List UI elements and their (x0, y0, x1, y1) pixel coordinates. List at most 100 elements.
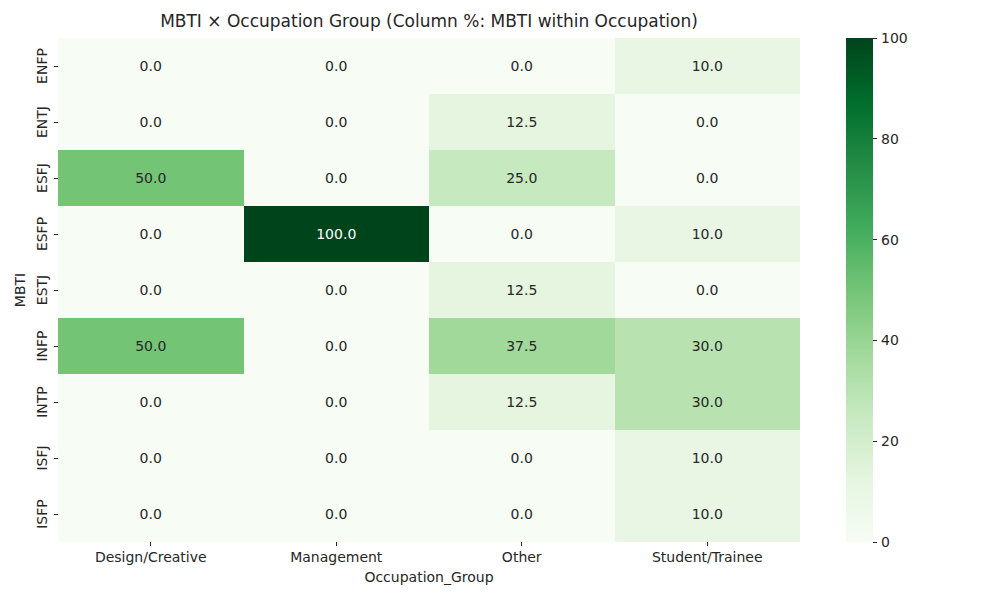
cell-value: 100.0 (316, 226, 356, 242)
heatmap-cell: 10.0 (615, 430, 801, 486)
y-tick-mark (54, 66, 58, 67)
chart-title: MBTI × Occupation Group (Column %: MBTI … (58, 11, 800, 31)
y-tick-mark (54, 514, 58, 515)
y-tick-mark (54, 402, 58, 403)
heatmap-cell: 10.0 (615, 206, 801, 262)
heatmap-cell: 10.0 (615, 38, 801, 94)
heatmap-cell: 25.0 (429, 150, 615, 206)
colorbar-tick-label: 100 (881, 30, 908, 46)
cell-value: 30.0 (692, 338, 723, 354)
colorbar-tick-label: 0 (881, 534, 890, 550)
cell-value: 10.0 (692, 226, 723, 242)
heatmap-cell: 0.0 (58, 430, 244, 486)
x-tick-mark (707, 542, 708, 546)
y-tick-label: ESFP (34, 217, 50, 251)
cell-value: 0.0 (325, 338, 347, 354)
cell-value: 50.0 (135, 338, 166, 354)
cell-value: 10.0 (692, 506, 723, 522)
y-tick-mark (54, 458, 58, 459)
heatmap-cell: 30.0 (615, 374, 801, 430)
y-tick-label: INFP (34, 330, 50, 361)
colorbar-tick-mark (873, 138, 877, 139)
heatmap-cell: 50.0 (58, 318, 244, 374)
cell-value: 0.0 (325, 170, 347, 186)
colorbar-tick-label: 80 (881, 131, 899, 147)
colorbar-tick-mark (873, 542, 877, 543)
x-tick-mark (150, 542, 151, 546)
y-tick-label: ISFP (34, 499, 50, 529)
heatmap-cell: 0.0 (615, 262, 801, 318)
heatmap-cell: 0.0 (244, 486, 430, 542)
cell-value: 10.0 (692, 58, 723, 74)
cell-value: 0.0 (511, 450, 533, 466)
cell-value: 12.5 (506, 114, 537, 130)
heatmap-cell: 0.0 (58, 262, 244, 318)
heatmap-cell: 37.5 (429, 318, 615, 374)
heatmap-cell: 0.0 (429, 486, 615, 542)
cell-value: 0.0 (140, 450, 162, 466)
heatmap-cell: 0.0 (615, 94, 801, 150)
heatmap-cell: 100.0 (244, 206, 430, 262)
x-axis-title: Occupation_Group (58, 569, 800, 585)
heatmap-cell: 0.0 (429, 38, 615, 94)
cell-value: 0.0 (696, 282, 718, 298)
y-tick-mark (54, 234, 58, 235)
cell-value: 50.0 (135, 170, 166, 186)
y-tick-label: ISFJ (34, 445, 50, 470)
heatmap-cell: 12.5 (429, 374, 615, 430)
cell-value: 0.0 (325, 58, 347, 74)
heatmap-cell: 0.0 (244, 94, 430, 150)
x-tick-mark (336, 542, 337, 546)
x-tick-mark (521, 542, 522, 546)
colorbar-tick-mark (873, 340, 877, 341)
y-tick-label: ENFP (34, 48, 50, 84)
cell-value: 25.0 (506, 170, 537, 186)
heatmap-cell: 10.0 (615, 486, 801, 542)
heatmap-cell: 50.0 (58, 150, 244, 206)
cell-value: 0.0 (511, 58, 533, 74)
heatmap-cell: 0.0 (58, 94, 244, 150)
colorbar-tick-label: 40 (881, 332, 899, 348)
y-tick-label: ESTJ (34, 275, 50, 305)
cell-value: 0.0 (140, 114, 162, 130)
colorbar-tick-mark (873, 441, 877, 442)
heatmap-cell: 0.0 (244, 150, 430, 206)
y-tick-mark (54, 346, 58, 347)
heatmap-figure: MBTI × Occupation Group (Column %: MBTI … (0, 0, 1000, 600)
y-tick-mark (54, 178, 58, 179)
cell-value: 0.0 (140, 58, 162, 74)
heatmap-cell: 12.5 (429, 262, 615, 318)
cell-value: 0.0 (325, 394, 347, 410)
cell-value: 12.5 (506, 394, 537, 410)
heatmap-cell: 0.0 (615, 150, 801, 206)
heatmap-cell: 30.0 (615, 318, 801, 374)
cell-value: 10.0 (692, 450, 723, 466)
colorbar (846, 38, 873, 542)
cell-value: 37.5 (506, 338, 537, 354)
heatmap-plot: 0.0 0.0 0.0 10.0 0.0 0.0 12.5 0.0 50.0 0.0 25.0 0.0… (58, 38, 800, 542)
heatmap-cell: 0.0 (429, 430, 615, 486)
heatmap-cell: 0.0 (58, 206, 244, 262)
x-tick-label: Design/Creative (95, 549, 207, 565)
y-tick-label: ENTJ (34, 106, 50, 138)
x-tick-label: Student/Trainee (652, 549, 763, 565)
cell-value: 0.0 (140, 506, 162, 522)
cell-value: 0.0 (325, 450, 347, 466)
cell-value: 0.0 (325, 506, 347, 522)
heatmap-cell: 0.0 (429, 206, 615, 262)
cell-value: 0.0 (325, 282, 347, 298)
cell-value: 0.0 (325, 114, 347, 130)
cell-value: 30.0 (692, 394, 723, 410)
heatmap-cell: 0.0 (244, 430, 430, 486)
y-axis-title: MBTI (12, 273, 28, 307)
cell-value: 0.0 (140, 282, 162, 298)
heatmap-cell: 0.0 (58, 374, 244, 430)
cell-value: 0.0 (696, 114, 718, 130)
cell-value: 0.0 (511, 226, 533, 242)
x-tick-label: Management (290, 549, 382, 565)
colorbar-tick-label: 20 (881, 433, 899, 449)
cell-value: 0.0 (140, 226, 162, 242)
heatmap-cell: 0.0 (244, 262, 430, 318)
colorbar-tick-mark (873, 38, 877, 39)
cell-value: 0.0 (696, 170, 718, 186)
